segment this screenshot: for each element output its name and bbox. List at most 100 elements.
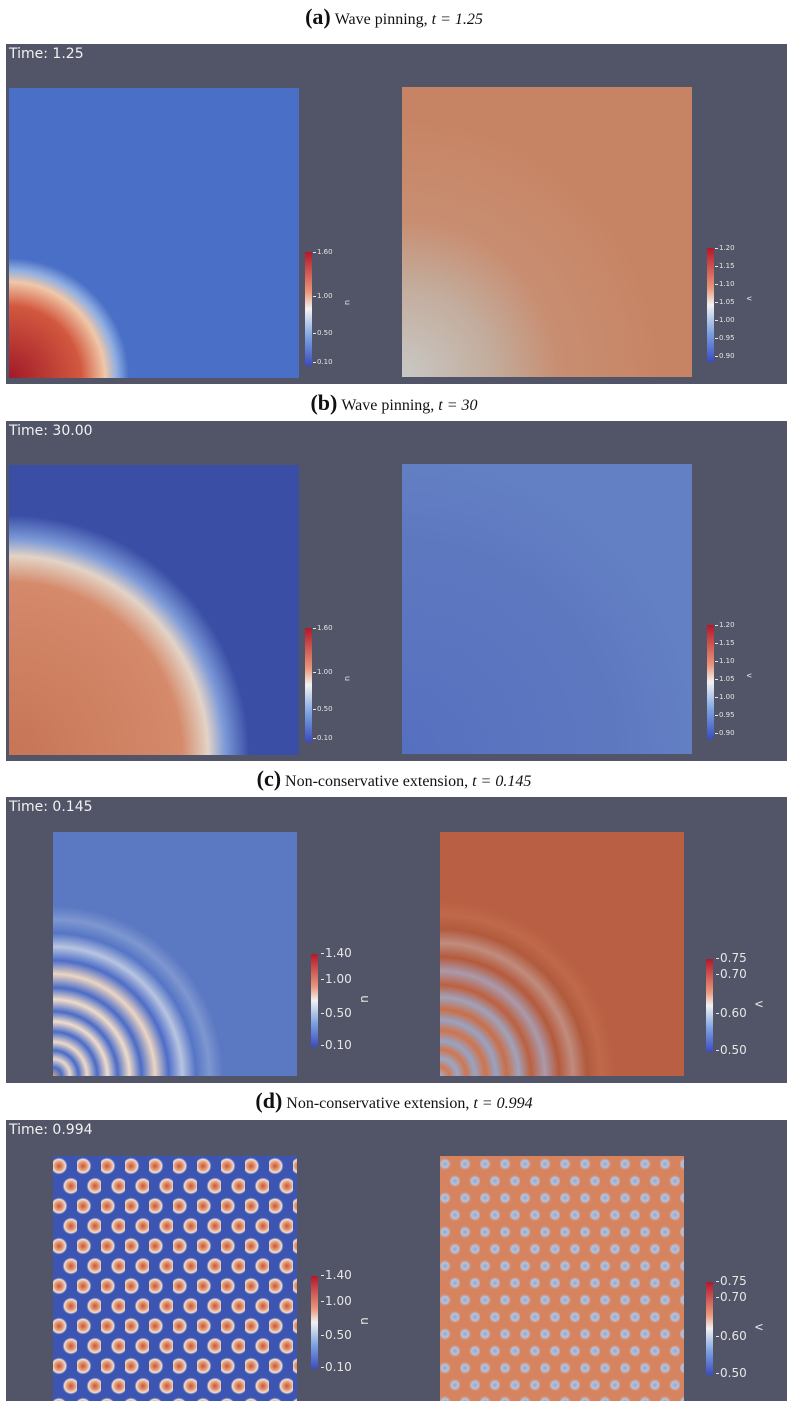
colorbar-tick: 0.50 bbox=[716, 1366, 747, 1380]
colorbar-tick: 1.00 bbox=[715, 316, 735, 324]
colorbar-tick: 0.90 bbox=[715, 729, 735, 737]
caption-label: (d) bbox=[255, 1088, 283, 1113]
panel-b: Time: 30.00 1.60 1.00 0.50 0.10 u 1.2 bbox=[6, 421, 787, 761]
colorbar-tick: 1.10 bbox=[715, 657, 735, 665]
colorbar-tick: 0.60 bbox=[716, 1006, 747, 1020]
colorbar-tick: 1.15 bbox=[715, 639, 735, 647]
v-colorbar: 1.20 1.15 1.10 1.05 1.00 0.95 0.90 v bbox=[707, 621, 767, 739]
colorbar-gradient bbox=[706, 959, 713, 1052]
colorbar-gradient bbox=[305, 252, 312, 366]
colorbar-tick: 0.90 bbox=[715, 352, 735, 360]
colorbar-tick: 1.05 bbox=[715, 675, 735, 683]
u-field-gradient bbox=[9, 88, 299, 378]
colorbar-tick: 0.50 bbox=[313, 705, 333, 713]
colorbar-tick: 1.05 bbox=[715, 298, 735, 306]
colorbar-tick: 0.50 bbox=[716, 1043, 747, 1057]
caption-label: (b) bbox=[310, 390, 338, 415]
colorbar-tick: 1.00 bbox=[321, 972, 352, 986]
caption-text: Non-conservative extension, bbox=[286, 1095, 474, 1112]
v-field-background bbox=[402, 87, 692, 377]
colorbar-tick: 1.20 bbox=[715, 244, 735, 252]
caption-math: t = 0.145 bbox=[472, 773, 532, 790]
colorbar-tick: 0.10 bbox=[313, 734, 333, 742]
v-field-spots bbox=[440, 1156, 684, 1401]
u-field-plot bbox=[9, 88, 299, 378]
colorbar-tick: 0.95 bbox=[715, 711, 735, 719]
caption-math: t = 1.25 bbox=[431, 11, 483, 28]
colorbar-variable: v bbox=[744, 296, 754, 301]
u-field-spots bbox=[53, 1156, 297, 1401]
colorbar-variable: u bbox=[343, 675, 353, 682]
time-readout: Time: 0.145 bbox=[9, 799, 93, 815]
colorbar-variable: u bbox=[343, 299, 353, 306]
v-colorbar: 0.75 0.70 0.60 0.50 v bbox=[706, 1274, 776, 1380]
colorbar-tick: 0.50 bbox=[313, 329, 333, 337]
panel-a: Time: 1.25 1.60 1.00 0.50 0.10 u 1.20 bbox=[6, 44, 787, 384]
colorbar-gradient bbox=[706, 1282, 713, 1375]
colorbar-tick: 1.60 bbox=[313, 248, 333, 256]
colorbar-tick: 0.75 bbox=[716, 1274, 747, 1288]
caption-d: (d) Non-conservative extension, t = 0.994 bbox=[0, 1088, 788, 1114]
v-field-plot bbox=[440, 832, 684, 1076]
colorbar-tick: 1.40 bbox=[321, 1268, 352, 1282]
caption-text: Non-conservative extension, bbox=[285, 773, 473, 790]
colorbar-tick: 0.10 bbox=[321, 1038, 352, 1052]
caption-math: t = 0.994 bbox=[473, 1095, 533, 1112]
colorbar-tick: 0.50 bbox=[321, 1328, 352, 1342]
u-field-gradient bbox=[9, 465, 299, 755]
u-colorbar: 1.40 1.00 0.50 0.10 u bbox=[311, 946, 381, 1052]
colorbar-variable: v bbox=[752, 1323, 767, 1331]
u-field-rings bbox=[53, 832, 297, 1076]
v-colorbar: 1.20 1.15 1.10 1.05 1.00 0.95 0.90 v bbox=[707, 244, 767, 362]
colorbar-tick: 0.75 bbox=[716, 951, 747, 965]
caption-label: (c) bbox=[256, 766, 282, 791]
caption-b: (b) Wave pinning, t = 30 bbox=[0, 390, 788, 416]
colorbar-tick: 1.00 bbox=[321, 1294, 352, 1308]
colorbar-gradient bbox=[311, 954, 318, 1047]
colorbar-tick: 0.70 bbox=[716, 967, 747, 981]
v-field-plot bbox=[402, 464, 692, 754]
u-field-plot bbox=[53, 1156, 297, 1401]
colorbar-tick: 1.20 bbox=[715, 621, 735, 629]
colorbar-tick: 1.00 bbox=[313, 292, 333, 300]
colorbar-gradient bbox=[311, 1276, 318, 1369]
v-field-background bbox=[402, 464, 692, 754]
caption-label: (a) bbox=[305, 4, 331, 29]
time-readout: Time: 0.994 bbox=[9, 1122, 93, 1138]
panel-d: Time: 0.994 1.40 1.00 0.50 0.10 u bbox=[6, 1120, 787, 1401]
caption-text: Wave pinning, bbox=[334, 11, 432, 28]
colorbar-variable: u bbox=[357, 995, 372, 1003]
v-colorbar: 0.75 0.70 0.60 0.50 v bbox=[706, 951, 776, 1057]
colorbar-tick: 1.00 bbox=[715, 693, 735, 701]
time-readout: Time: 1.25 bbox=[9, 46, 84, 62]
caption-a: (a) Wave pinning, t = 1.25 bbox=[0, 4, 788, 30]
u-field-plot bbox=[53, 832, 297, 1076]
colorbar-tick: 0.70 bbox=[716, 1290, 747, 1304]
colorbar-tick: 1.40 bbox=[321, 946, 352, 960]
colorbar-tick: 0.95 bbox=[715, 334, 735, 342]
colorbar-gradient bbox=[707, 625, 714, 739]
colorbar-tick: 1.10 bbox=[715, 280, 735, 288]
time-readout: Time: 30.00 bbox=[9, 423, 93, 439]
u-colorbar: 1.60 1.00 0.50 0.10 u bbox=[305, 624, 365, 742]
colorbar-tick: 0.10 bbox=[321, 1360, 352, 1374]
colorbar-variable: v bbox=[752, 1000, 767, 1008]
caption-c: (c) Non-conservative extension, t = 0.145 bbox=[0, 766, 788, 792]
v-field-plot bbox=[402, 87, 692, 377]
colorbar-gradient bbox=[305, 628, 312, 742]
v-field-plot bbox=[440, 1156, 684, 1401]
colorbar-tick: 1.60 bbox=[313, 624, 333, 632]
colorbar-tick: 0.10 bbox=[313, 358, 333, 366]
u-colorbar: 1.60 1.00 0.50 0.10 u bbox=[305, 248, 365, 366]
colorbar-tick: 1.00 bbox=[313, 668, 333, 676]
colorbar-tick: 0.60 bbox=[716, 1329, 747, 1343]
colorbar-gradient bbox=[707, 248, 714, 362]
colorbar-tick: 1.15 bbox=[715, 262, 735, 270]
v-field-rings bbox=[440, 832, 684, 1076]
caption-text: Wave pinning, bbox=[341, 397, 439, 414]
u-field-plot bbox=[9, 465, 299, 755]
u-colorbar: 1.40 1.00 0.50 0.10 u bbox=[311, 1268, 381, 1374]
panel-c: Time: 0.145 1.40 1.00 0.50 0.10 u bbox=[6, 797, 787, 1083]
caption-math: t = 30 bbox=[438, 397, 478, 414]
colorbar-tick: 0.50 bbox=[321, 1006, 352, 1020]
